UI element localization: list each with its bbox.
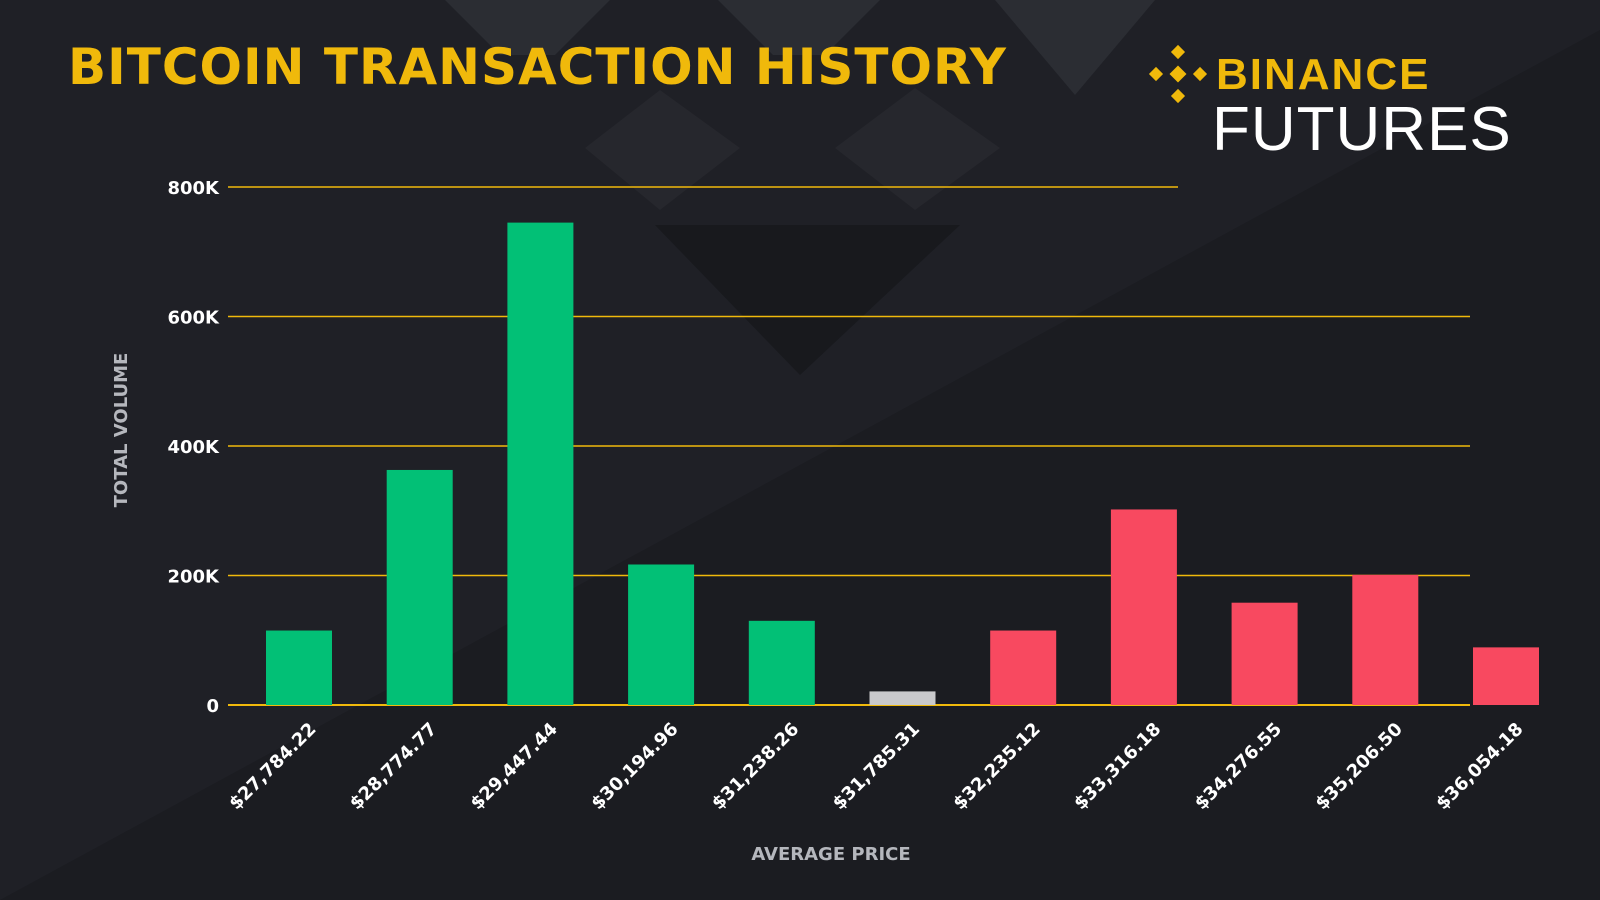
x-tick-label: $33,316.18 [1070,719,1165,814]
y-axis-title: TOTAL VOLUME [111,353,132,508]
x-tick-label: $30,194.96 [587,719,682,814]
x-tick-label: $29,447.44 [467,719,562,814]
x-tick-label: $36,054.18 [1432,719,1527,814]
x-tick-label: $34,276.55 [1191,719,1286,814]
x-tick-label: $35,206.50 [1311,719,1406,814]
bar [990,630,1057,705]
y-tick-label: 600K [167,308,220,329]
bar [507,222,574,706]
x-tick-label: $31,238.26 [708,719,803,814]
bar [628,564,695,705]
x-tick-label: $28,774.77 [346,719,441,814]
bar [1110,509,1177,705]
x-axis-ticks: $27,784.22 $28,774.77 $29,447.44 $30,194.96… [225,719,1527,814]
binance-diamond-icon [1148,44,1208,104]
bar [1231,602,1298,705]
bar [386,469,453,705]
brand-name: BINANCE [1216,50,1431,99]
brand-product: FUTURES [1212,95,1512,164]
x-tick-label: $27,784.22 [225,719,320,814]
bar [1352,574,1419,705]
y-tick-label: 800K [167,178,220,199]
x-axis-title: AVERAGE PRICE [751,844,910,865]
y-axis-ticks: 0 200K 400K 600K 800K [167,178,220,717]
bar [266,630,332,705]
y-tick-label: 0 [206,696,219,717]
bar [869,691,936,705]
bar [1473,647,1539,705]
y-tick-label: 400K [167,437,220,458]
binance-futures-logo: BINANCE FUTURES [1148,44,1548,164]
bar [748,620,815,705]
bars [266,222,1539,706]
x-tick-label: $32,235.12 [949,719,1044,814]
chart-title: BITCOIN TRANSACTION HISTORY [68,38,1007,96]
y-tick-label: 200K [167,567,220,588]
x-tick-label: $31,785.31 [829,719,924,814]
